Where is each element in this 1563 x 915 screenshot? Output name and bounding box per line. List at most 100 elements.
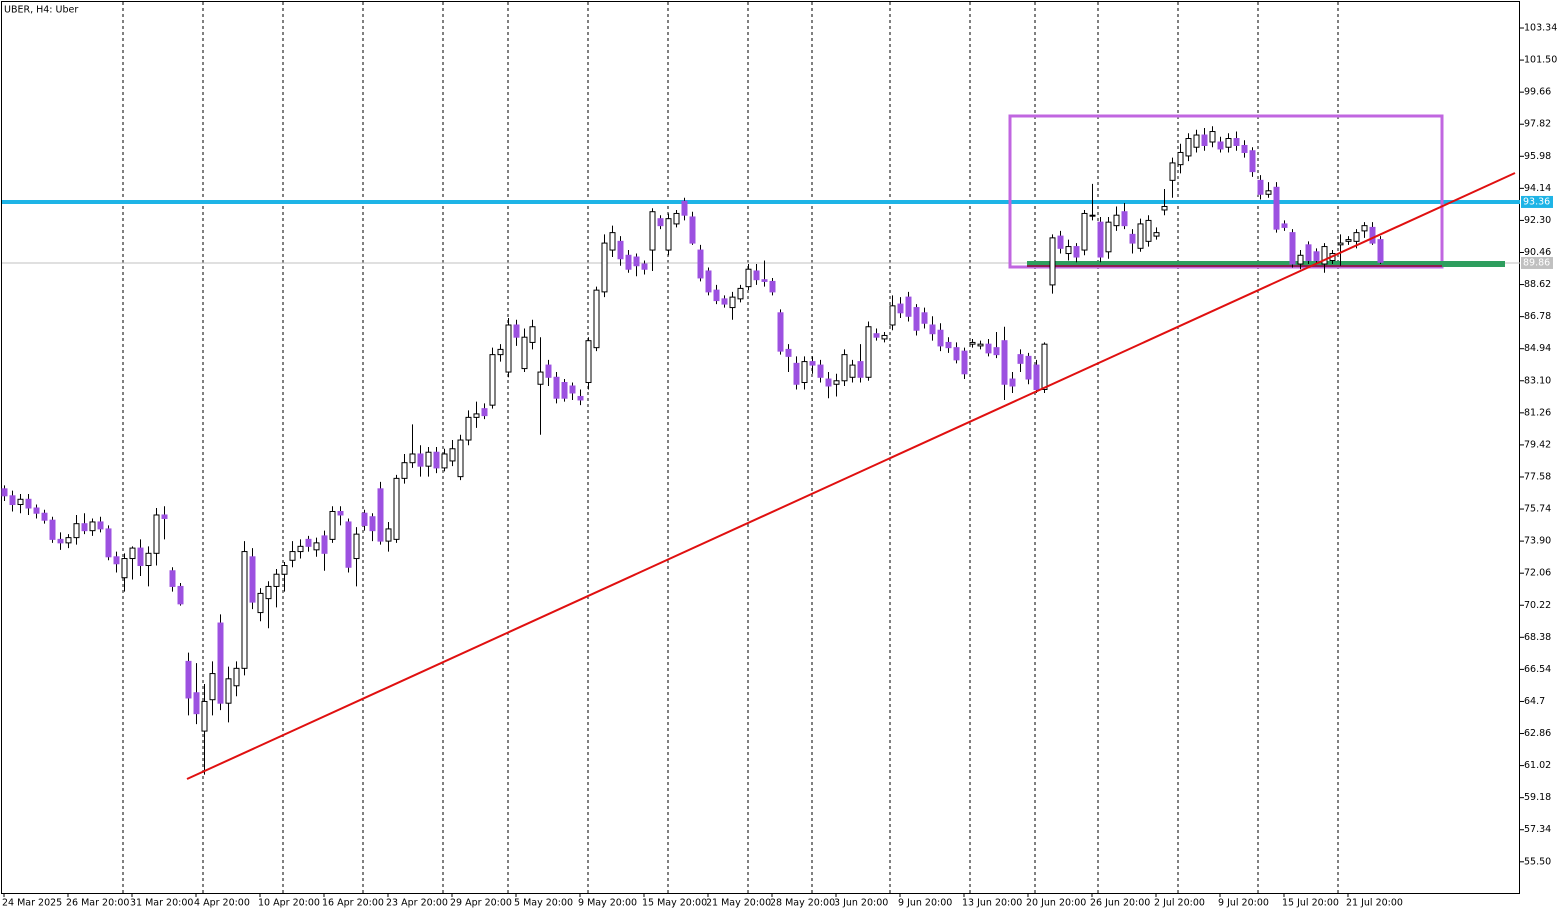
- candle-body: [65, 537, 72, 544]
- candle-body: [1297, 254, 1304, 265]
- candle-body: [905, 296, 912, 317]
- candle-body: [297, 545, 304, 553]
- candle-body: [689, 216, 696, 244]
- candle-body: [1033, 364, 1040, 390]
- candle-body: [393, 477, 400, 540]
- candle-body: [737, 287, 744, 300]
- y-tick-label: 70.22: [1524, 600, 1551, 611]
- x-tick-label: 13 Jun 20:00: [962, 898, 1022, 909]
- y-tick-label: 101.50: [1524, 55, 1557, 66]
- candle-body: [305, 538, 312, 547]
- candle-body: [537, 371, 544, 385]
- candle-body: [521, 336, 528, 370]
- candle-body: [617, 240, 624, 260]
- candle-body: [1361, 225, 1368, 232]
- x-tick-label: 23 Apr 20:00: [386, 898, 448, 909]
- candle-body: [281, 565, 288, 575]
- candle-body: [529, 326, 536, 343]
- y-tick-label: 59.18: [1524, 792, 1551, 803]
- y-tick-label: 92.30: [1524, 215, 1551, 226]
- candle-body: [321, 535, 328, 554]
- x-tick-label: 31 Mar 20:00: [130, 898, 193, 909]
- price-tag: [1521, 256, 1553, 269]
- y-tick-label: 84.94: [1524, 343, 1551, 354]
- candle-body: [161, 514, 168, 519]
- candle-body: [417, 453, 424, 467]
- x-tick-label: 10 Apr 20:00: [258, 898, 320, 909]
- candle-body: [817, 364, 824, 378]
- y-tick-label: 88.62: [1524, 279, 1551, 290]
- candle-body: [225, 678, 232, 704]
- candle-body: [1249, 150, 1256, 173]
- candle-body: [633, 256, 640, 267]
- candle-body: [793, 362, 800, 385]
- x-tick-label: 15 May 20:00: [642, 898, 707, 909]
- candle-body: [1049, 237, 1056, 286]
- candle-body: [1177, 151, 1184, 166]
- candle-body: [585, 340, 592, 384]
- candle-body: [1121, 211, 1128, 227]
- candle-body: [81, 523, 88, 532]
- candle-body: [1041, 343, 1048, 390]
- y-tick-label: 81.26: [1524, 407, 1551, 418]
- candle-body: [17, 498, 24, 506]
- y-tick-label: 79.42: [1524, 439, 1551, 450]
- price-tag: [1521, 195, 1553, 208]
- candle-body: [665, 218, 672, 251]
- y-tick-label: 95.98: [1524, 151, 1551, 162]
- candle-body: [1105, 221, 1112, 253]
- candle-body: [681, 200, 688, 216]
- candle-body: [921, 312, 928, 324]
- candle-body: [241, 551, 248, 669]
- candle-body: [1281, 223, 1288, 228]
- y-tick-label: 75.74: [1524, 504, 1551, 515]
- x-tick-label: 20 Jun 20:00: [1026, 898, 1086, 909]
- price-tag-label: 89.86: [1523, 257, 1550, 268]
- candle-body: [1153, 232, 1160, 237]
- candle-body: [73, 523, 80, 539]
- x-tick-label: 24 Mar 2025: [2, 898, 62, 909]
- candle-body: [169, 570, 176, 587]
- candle-body: [377, 488, 384, 542]
- candle-body: [1065, 246, 1072, 255]
- candle-body: [745, 268, 752, 288]
- candle-body: [977, 343, 984, 347]
- candle-body: [465, 416, 472, 441]
- candle-body: [337, 510, 344, 516]
- candle-body: [369, 516, 376, 532]
- candle-body: [1265, 190, 1272, 195]
- candle-body: [25, 498, 32, 509]
- candle-body: [185, 660, 192, 699]
- x-tick-label: 15 Jul 20:00: [1282, 898, 1339, 909]
- x-tick-label: 16 Apr 20:00: [322, 898, 384, 909]
- y-tick-label: 72.06: [1524, 568, 1551, 579]
- candle-body: [9, 495, 16, 506]
- candle-body: [801, 361, 808, 384]
- trendline: [186, 172, 1516, 780]
- candle-body: [113, 556, 120, 565]
- candle-body: [1289, 232, 1296, 265]
- candle-body: [177, 585, 184, 605]
- candle-body: [345, 521, 352, 568]
- candle-body: [497, 348, 504, 356]
- candle-body: [881, 334, 888, 340]
- candle-body: [41, 512, 48, 521]
- y-tick-label: 94.14: [1524, 183, 1551, 194]
- candle-body: [825, 378, 832, 387]
- candle-body: [993, 347, 1000, 356]
- y-tick-label: 97.82: [1524, 119, 1551, 130]
- candle-body: [553, 376, 560, 399]
- candle-body: [441, 453, 448, 469]
- y-tick-label: 73.90: [1524, 536, 1551, 547]
- candle-body: [1089, 214, 1096, 217]
- y-tick-label: 57.34: [1524, 824, 1551, 835]
- candle-body: [753, 270, 760, 281]
- candle-body: [1321, 246, 1328, 265]
- candle-body: [401, 462, 408, 479]
- candle-body: [233, 667, 240, 687]
- price-tag-label: 93.36: [1523, 196, 1550, 207]
- candle-body: [1001, 340, 1008, 385]
- candle-body: [697, 249, 704, 279]
- candle-body: [513, 324, 520, 338]
- candle-body: [473, 413, 480, 418]
